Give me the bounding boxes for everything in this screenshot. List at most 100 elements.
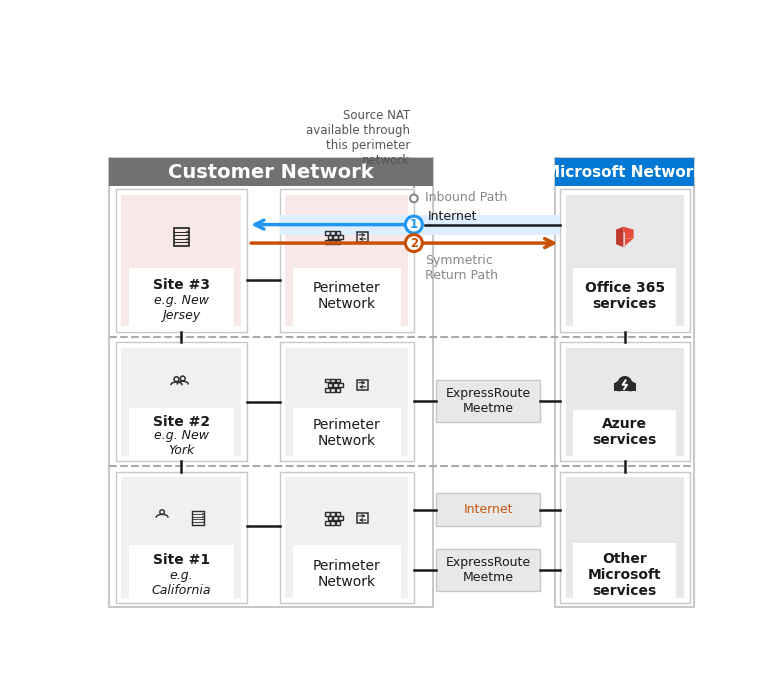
Bar xyxy=(331,512,335,515)
Bar xyxy=(293,267,401,326)
Circle shape xyxy=(186,241,188,243)
Bar xyxy=(293,408,401,455)
Bar xyxy=(565,195,684,326)
Text: Other
Microsoft
services: Other Microsoft services xyxy=(588,551,662,598)
Text: Site #3: Site #3 xyxy=(152,278,210,292)
Text: Source NAT
available through
this perimeter
network: Source NAT available through this perime… xyxy=(306,109,410,167)
Bar xyxy=(560,343,690,461)
Bar xyxy=(554,158,694,186)
Bar xyxy=(109,158,433,186)
Text: Site #1: Site #1 xyxy=(152,553,210,567)
Bar xyxy=(285,477,408,598)
Text: e.g.
California: e.g. California xyxy=(152,569,211,598)
Bar xyxy=(280,189,414,332)
Text: e.g. New
Jersey: e.g. New Jersey xyxy=(154,294,209,322)
Bar xyxy=(338,236,343,239)
Bar xyxy=(436,549,540,591)
Bar xyxy=(129,408,234,455)
Text: Perimeter
Network: Perimeter Network xyxy=(313,559,381,589)
Bar xyxy=(573,542,676,598)
Bar xyxy=(293,545,401,598)
Text: ExpressRoute
Meetme: ExpressRoute Meetme xyxy=(446,388,531,415)
Bar xyxy=(328,384,332,387)
Bar xyxy=(328,236,332,239)
Bar xyxy=(436,380,540,422)
Bar xyxy=(325,521,330,525)
Circle shape xyxy=(186,238,188,240)
Bar xyxy=(121,195,242,326)
Bar xyxy=(331,388,335,392)
Text: e.g. New
York: e.g. New York xyxy=(154,428,209,457)
Bar xyxy=(325,240,330,244)
Bar xyxy=(285,348,408,455)
Circle shape xyxy=(614,381,624,391)
Bar xyxy=(357,232,368,242)
Text: 1: 1 xyxy=(410,218,418,231)
Bar xyxy=(331,240,335,244)
Bar xyxy=(573,410,676,455)
Bar xyxy=(436,493,540,527)
Polygon shape xyxy=(623,238,633,247)
Bar xyxy=(325,388,330,392)
Bar xyxy=(335,521,340,525)
Bar xyxy=(335,231,340,235)
Bar xyxy=(565,477,684,598)
Text: ExpressRoute
Meetme: ExpressRoute Meetme xyxy=(446,556,531,584)
Bar xyxy=(192,511,204,525)
Polygon shape xyxy=(623,227,633,238)
Circle shape xyxy=(618,376,632,390)
Text: Internet: Internet xyxy=(464,503,513,516)
Bar xyxy=(333,236,338,239)
Bar xyxy=(285,195,408,326)
Bar xyxy=(121,477,242,598)
Bar xyxy=(174,228,188,246)
Bar xyxy=(325,379,330,382)
Circle shape xyxy=(186,234,188,236)
Bar xyxy=(116,472,247,603)
Bar xyxy=(357,380,368,390)
Bar xyxy=(338,516,343,520)
Bar xyxy=(325,512,330,515)
Bar xyxy=(129,267,234,326)
Bar xyxy=(116,189,247,332)
Polygon shape xyxy=(616,227,623,247)
Bar xyxy=(335,379,340,382)
Bar xyxy=(554,158,694,607)
Bar xyxy=(331,231,335,235)
Bar xyxy=(573,267,676,326)
Bar xyxy=(109,158,433,607)
Bar xyxy=(325,231,330,235)
Text: Inbound Path: Inbound Path xyxy=(425,191,508,204)
Text: Office 365
services: Office 365 services xyxy=(585,281,665,312)
Text: Azure
services: Azure services xyxy=(593,417,657,447)
Text: 2: 2 xyxy=(410,236,418,249)
Bar xyxy=(565,348,684,455)
Bar xyxy=(331,521,335,525)
Text: Symmetric
Return Path: Symmetric Return Path xyxy=(425,254,498,282)
Bar xyxy=(280,215,560,235)
Bar xyxy=(129,545,234,598)
Bar xyxy=(116,343,247,461)
Bar xyxy=(121,348,242,455)
Bar xyxy=(614,384,636,391)
Text: Perimeter
Network: Perimeter Network xyxy=(313,281,381,312)
Circle shape xyxy=(405,235,422,252)
Bar xyxy=(335,240,340,244)
Bar xyxy=(560,189,690,332)
Bar xyxy=(333,384,338,387)
Bar xyxy=(280,343,414,461)
Text: Internet: Internet xyxy=(428,210,477,223)
Bar xyxy=(335,388,340,392)
Text: Customer Network: Customer Network xyxy=(168,163,374,182)
Circle shape xyxy=(405,216,422,233)
Bar xyxy=(338,384,343,387)
Circle shape xyxy=(410,195,418,202)
Bar xyxy=(328,516,332,520)
Text: Microsoft Network: Microsoft Network xyxy=(545,164,704,180)
Bar xyxy=(280,472,414,603)
Text: Perimeter
Network: Perimeter Network xyxy=(313,418,381,448)
Text: Site #2: Site #2 xyxy=(152,415,210,428)
Circle shape xyxy=(186,231,188,232)
Bar xyxy=(333,516,338,520)
Bar xyxy=(335,512,340,515)
